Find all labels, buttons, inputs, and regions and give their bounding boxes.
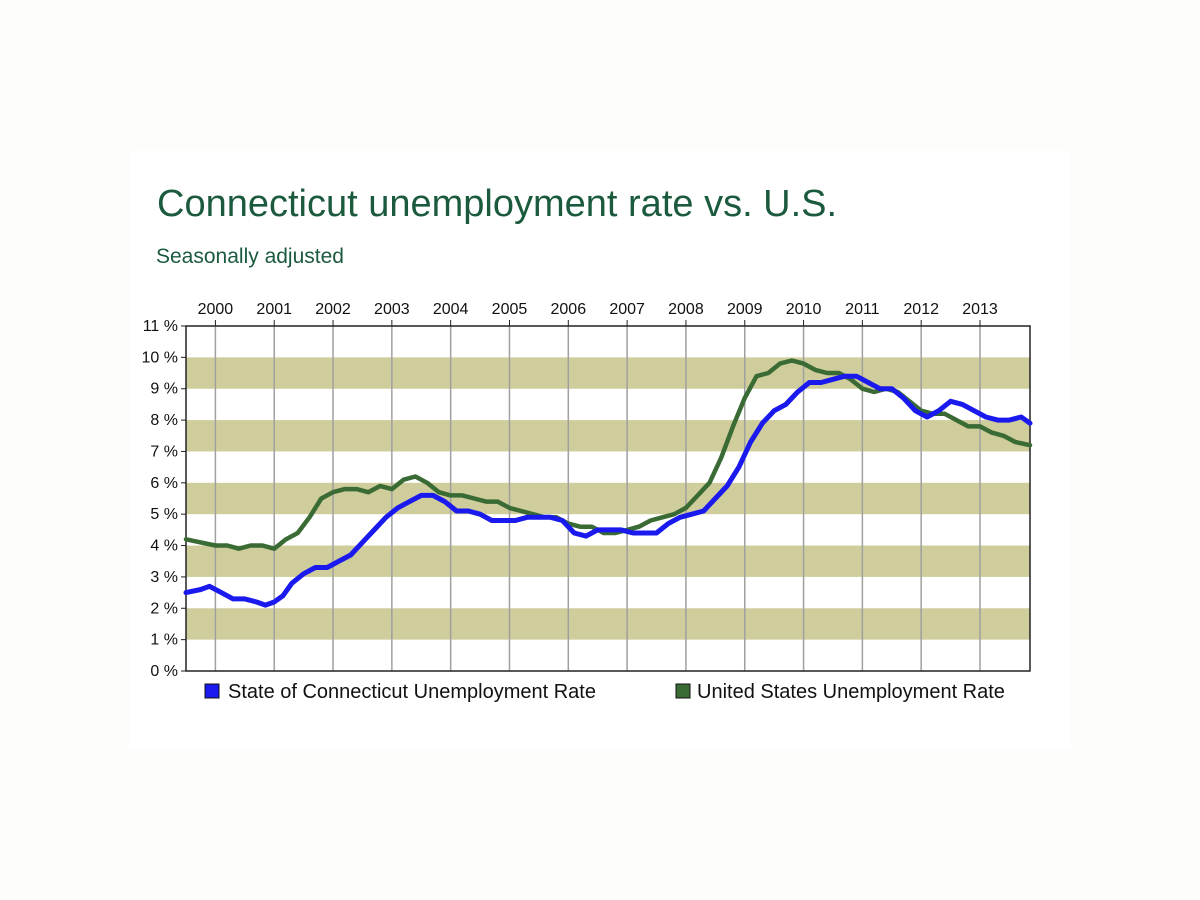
y-tick-label-4: 4 % — [150, 538, 178, 555]
chart-title: Connecticut unemployment rate vs. U.S. — [157, 183, 838, 225]
y-tick-label-11: 11 % — [143, 318, 178, 335]
x-tick-label-2007: 2007 — [609, 301, 645, 318]
y-tick-label-2: 2 % — [150, 600, 178, 617]
y-tick-label-10: 10 % — [142, 349, 178, 366]
y-tick-label-6: 6 % — [150, 475, 178, 492]
y-tick-label-3: 3 % — [150, 569, 178, 586]
y-tick-label-8: 8 % — [150, 412, 178, 429]
chart-subtitle: Seasonally adjusted — [156, 245, 344, 268]
x-tick-label-2001: 2001 — [256, 301, 292, 318]
x-tick-label-2003: 2003 — [374, 301, 410, 318]
legend-swatch-ct — [204, 683, 220, 699]
legend: State of Connecticut Unemployment Rate U… — [204, 681, 1005, 703]
x-tick-label-2002: 2002 — [315, 301, 351, 318]
legend-label-ct: State of Connecticut Unemployment Rate — [228, 681, 596, 703]
y-tick-label-7: 7 % — [150, 443, 178, 460]
y-tick-labels: 0 % 1 % 2 % 3 % 4 % 5 % 6 % 7 % 8 % 9 % 10 % 11 % — [142, 318, 186, 680]
x-tick-label-2009: 2009 — [727, 301, 763, 318]
bands-layer — [186, 326, 1030, 671]
x-tick-label-2013: 2013 — [962, 301, 998, 318]
y-tick-label-5: 5 % — [150, 506, 178, 523]
x-tick-label-2010: 2010 — [786, 301, 822, 318]
x-tick-label-2011: 2011 — [845, 301, 880, 318]
x-tick-label-2008: 2008 — [668, 301, 704, 318]
band-5-6 — [186, 482, 1030, 515]
x-tick-label-2000: 2000 — [198, 301, 234, 318]
x-tick-label-2005: 2005 — [492, 301, 528, 318]
legend-label-us: United States Unemployment Rate — [697, 681, 1005, 703]
band-1-2 — [186, 608, 1030, 640]
y-tick-label-9: 9 % — [150, 381, 178, 398]
band-3-4 — [186, 545, 1030, 577]
series-line-connecticut — [183, 373, 1033, 608]
legend-swatch-us — [675, 683, 691, 699]
plot-frame — [185, 325, 1031, 672]
x-tick-label-2004: 2004 — [433, 301, 469, 318]
x-tick-label-2012: 2012 — [903, 301, 939, 318]
vertical-grid-layer — [214, 320, 981, 671]
x-tick-label-2006: 2006 — [551, 301, 587, 318]
x-tick-labels: 2000 2001 2002 2003 2004 2005 2006 2007 2008 2009… — [198, 301, 998, 318]
series-layer — [183, 358, 1033, 608]
y-tick-label-0: 0 % — [150, 663, 178, 680]
band-7-8 — [186, 420, 1030, 452]
axes-layer — [185, 325, 1031, 672]
y-tick-label-1: 1 % — [150, 632, 178, 649]
band-9-10 — [186, 357, 1030, 389]
